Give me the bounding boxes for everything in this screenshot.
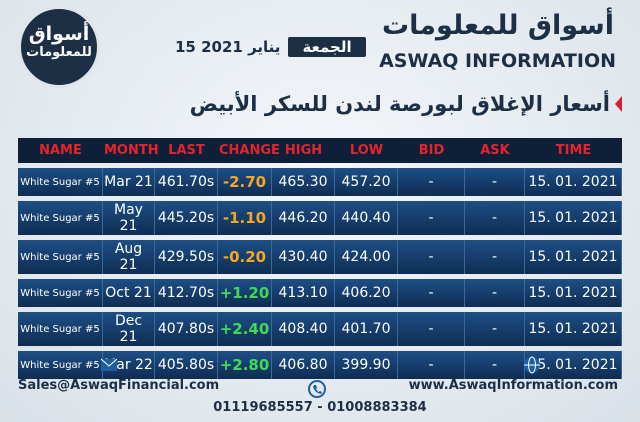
cell: -: [398, 201, 465, 235]
cell: -: [465, 240, 525, 274]
cell: 461.70s: [155, 168, 218, 196]
cell: Oct 21: [103, 279, 155, 307]
header-row: NAME MONTH LAST CHANGE HIGH LOW BID ASK TIME: [18, 138, 622, 163]
cell: Dec 21: [103, 312, 155, 346]
cell: -: [465, 168, 525, 196]
brand-english: ASWAQ INFORMATION: [379, 50, 616, 72]
cell: 412.70s: [155, 279, 218, 307]
cell: 15. 01. 2021: [525, 351, 622, 379]
cell: Mar 21: [103, 168, 155, 196]
header-cell: TIME: [525, 138, 622, 163]
header-cell: BID: [398, 138, 465, 163]
row: White Sugar #5 Mar 21 461.70s -2.70 465.30 45…: [18, 168, 622, 196]
cell: White Sugar #5: [18, 312, 103, 346]
table: NAME MONTH LAST CHANGE HIGH LOW BID ASK TIME Whi…: [18, 133, 622, 384]
cell: 465.30: [272, 168, 335, 196]
cell: +2.80: [218, 351, 272, 379]
phone-icon: [308, 380, 326, 398]
cell: 408.40: [272, 312, 335, 346]
cell: -: [465, 201, 525, 235]
cell: -0.20: [218, 240, 272, 274]
row: White Sugar #5 Dec 21 407.80s +2.40 408.40 40…: [18, 312, 622, 346]
cell: 446.20: [272, 201, 335, 235]
cell: -: [398, 351, 465, 379]
row: White Sugar #5 May 21 445.20s -1.10 446.20 44…: [18, 201, 622, 235]
email-icon: [100, 358, 118, 371]
cell: 424.00: [335, 240, 398, 274]
header-cell: LAST: [155, 138, 218, 163]
cell: -: [398, 312, 465, 346]
cell: White Sugar #5: [18, 279, 103, 307]
row: White Sugar #5 Oct 21 412.70s +1.20 413.10 40…: [18, 279, 622, 307]
logo: أسواق للمعلومات: [18, 6, 100, 88]
globe-icon: [524, 356, 540, 374]
cell: 405.80s: [155, 351, 218, 379]
brand-arabic: أسواق للمعلومات: [382, 10, 614, 41]
cell: May 21: [103, 201, 155, 235]
cell: 430.40: [272, 240, 335, 274]
cell: 15. 01. 2021: [525, 279, 622, 307]
header-cell: HIGH: [272, 138, 335, 163]
cell: +1.20: [218, 279, 272, 307]
cell: -: [398, 240, 465, 274]
cell: 15. 01. 2021: [525, 201, 622, 235]
cell: White Sugar #5: [18, 201, 103, 235]
cell: -: [398, 168, 465, 196]
cell: White Sugar #5: [18, 240, 103, 274]
logo-text: أسواق: [28, 23, 90, 45]
email: Sales@AswaqFinancial.com: [18, 378, 220, 393]
header-cell: NAME: [18, 138, 103, 163]
cell: 406.20: [335, 279, 398, 307]
title: أسعار الإغلاق لبورصة لندن للسكر الأبيض: [189, 92, 610, 116]
cell: White Sugar #5: [18, 168, 103, 196]
website: www.AswaqInformation.com: [408, 378, 618, 393]
cell: +2.40: [218, 312, 272, 346]
cell: -2.70: [218, 168, 272, 196]
cell: White Sugar #5: [18, 351, 103, 379]
logo-text: للمعلومات: [26, 45, 92, 60]
cell: -: [465, 312, 525, 346]
cell: 401.70: [335, 312, 398, 346]
date: 15 يناير 2021 الجمعة: [175, 36, 366, 58]
cell: 15. 01. 2021: [525, 168, 622, 196]
cell: 457.20: [335, 168, 398, 196]
header-cell: ASK: [465, 138, 525, 163]
cell: 445.20s: [155, 201, 218, 235]
day: الجمعة: [288, 37, 366, 57]
cell: 406.80: [272, 351, 335, 379]
header-cell: CHANGE: [218, 138, 280, 163]
cell: Aug 21: [103, 240, 155, 274]
row: White Sugar #5 Aug 21 429.50s -0.20 430.40 42…: [18, 240, 622, 274]
row: White Sugar #5 Mar 22 405.80s +2.80 406.80 39…: [18, 351, 622, 379]
cell: -1.10: [218, 201, 272, 235]
cell: -: [398, 279, 465, 307]
header-cell: LOW: [335, 138, 398, 163]
cell: 429.50s: [155, 240, 218, 274]
date-text: 15 يناير 2021: [175, 38, 281, 56]
cell: -: [465, 279, 525, 307]
cell: -: [465, 351, 525, 379]
cell: 413.10: [272, 279, 335, 307]
phones: 01119685557 - 01008883384: [213, 400, 427, 415]
cell: 407.80s: [155, 312, 218, 346]
cell: 399.90: [335, 351, 398, 379]
accent: [615, 96, 622, 112]
cell: 15. 01. 2021: [525, 312, 622, 346]
table-body: White Sugar #5 Mar 21 461.70s -2.70 465.30 45…: [18, 168, 622, 379]
header-cell: MONTH: [103, 138, 159, 163]
cell: 15. 01. 2021: [525, 240, 622, 274]
cell: 440.40: [335, 201, 398, 235]
